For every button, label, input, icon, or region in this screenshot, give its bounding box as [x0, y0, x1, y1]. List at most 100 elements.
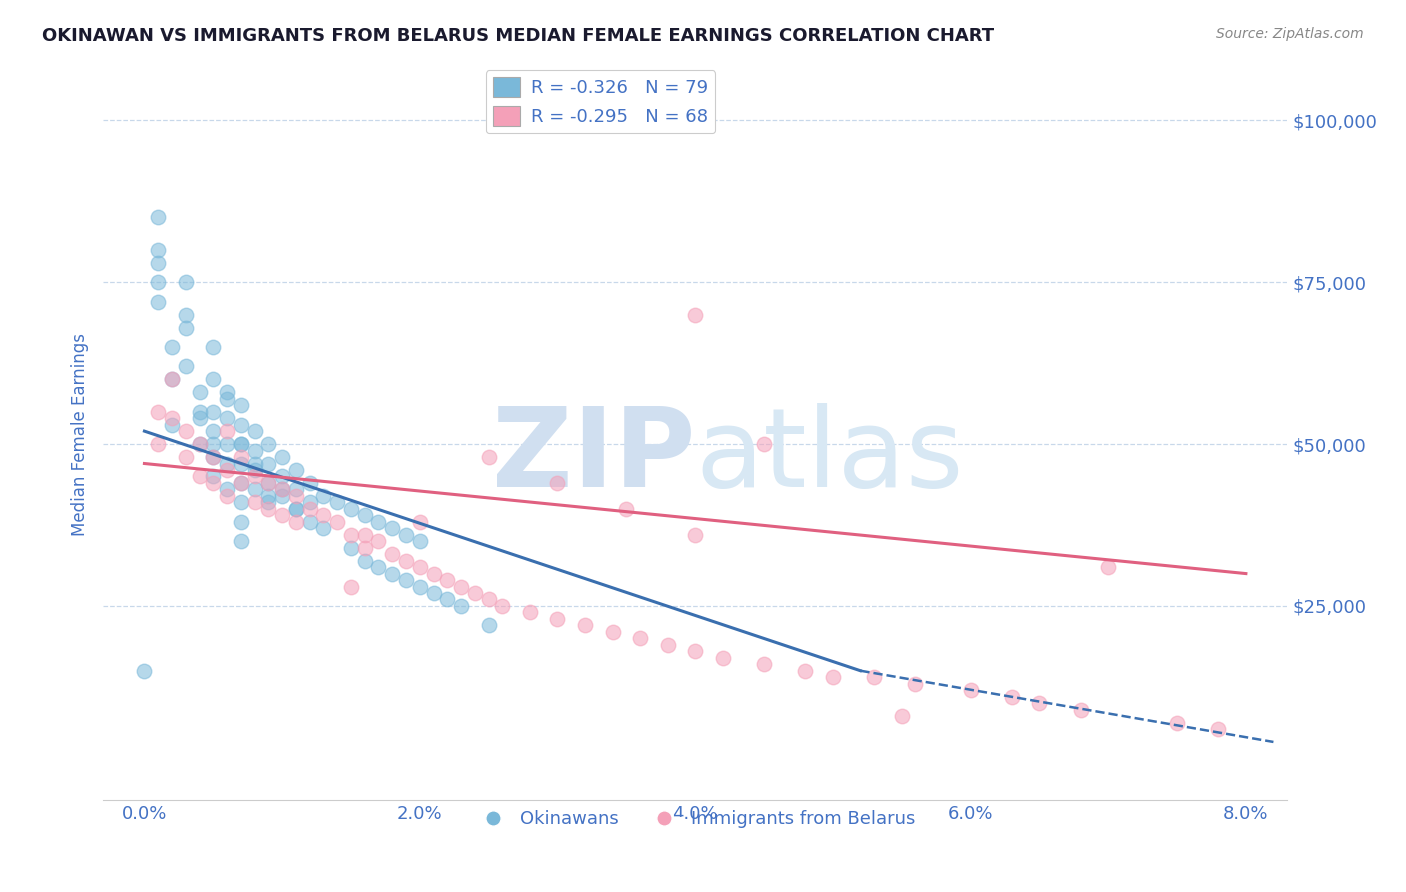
- Point: [229, 534, 252, 549]
- Point: [160, 372, 183, 386]
- Point: [202, 450, 225, 464]
- Point: [271, 450, 294, 464]
- Point: [174, 320, 197, 334]
- Point: [683, 308, 706, 322]
- Point: [409, 534, 432, 549]
- Point: [284, 515, 307, 529]
- Point: [683, 527, 706, 541]
- Point: [148, 405, 170, 419]
- Point: [229, 475, 252, 490]
- Point: [395, 554, 418, 568]
- Point: [547, 612, 569, 626]
- Point: [271, 508, 294, 523]
- Point: [478, 618, 501, 632]
- Point: [381, 566, 404, 581]
- Point: [257, 475, 280, 490]
- Point: [215, 457, 238, 471]
- Point: [229, 437, 252, 451]
- Point: [229, 495, 252, 509]
- Point: [450, 599, 472, 613]
- Text: OKINAWAN VS IMMIGRANTS FROM BELARUS MEDIAN FEMALE EARNINGS CORRELATION CHART: OKINAWAN VS IMMIGRANTS FROM BELARUS MEDI…: [42, 27, 994, 45]
- Point: [353, 527, 375, 541]
- Point: [271, 483, 294, 497]
- Point: [284, 489, 307, 503]
- Point: [202, 424, 225, 438]
- Point: [409, 560, 432, 574]
- Point: [229, 417, 252, 432]
- Point: [1097, 560, 1119, 574]
- Point: [752, 437, 775, 451]
- Point: [478, 592, 501, 607]
- Point: [326, 515, 349, 529]
- Point: [1001, 690, 1024, 704]
- Point: [340, 501, 363, 516]
- Point: [381, 547, 404, 561]
- Point: [148, 437, 170, 451]
- Point: [188, 469, 211, 483]
- Point: [422, 586, 444, 600]
- Point: [174, 359, 197, 374]
- Point: [243, 483, 266, 497]
- Point: [298, 515, 321, 529]
- Point: [257, 437, 280, 451]
- Point: [215, 463, 238, 477]
- Point: [188, 411, 211, 425]
- Point: [188, 437, 211, 451]
- Point: [271, 489, 294, 503]
- Point: [491, 599, 513, 613]
- Point: [340, 541, 363, 555]
- Point: [478, 450, 501, 464]
- Point: [257, 489, 280, 503]
- Point: [1070, 702, 1092, 716]
- Point: [215, 411, 238, 425]
- Point: [229, 450, 252, 464]
- Point: [188, 405, 211, 419]
- Point: [312, 508, 335, 523]
- Point: [395, 573, 418, 587]
- Point: [340, 527, 363, 541]
- Point: [174, 450, 197, 464]
- Point: [188, 437, 211, 451]
- Point: [148, 256, 170, 270]
- Point: [752, 657, 775, 672]
- Point: [312, 489, 335, 503]
- Point: [422, 566, 444, 581]
- Point: [436, 573, 458, 587]
- Point: [148, 294, 170, 309]
- Point: [202, 340, 225, 354]
- Point: [257, 501, 280, 516]
- Point: [202, 372, 225, 386]
- Point: [243, 495, 266, 509]
- Point: [863, 670, 886, 684]
- Point: [215, 392, 238, 406]
- Point: [353, 554, 375, 568]
- Point: [160, 340, 183, 354]
- Point: [215, 437, 238, 451]
- Point: [657, 638, 679, 652]
- Point: [174, 275, 197, 289]
- Point: [284, 483, 307, 497]
- Point: [367, 534, 389, 549]
- Point: [148, 211, 170, 225]
- Point: [271, 469, 294, 483]
- Point: [215, 483, 238, 497]
- Point: [271, 483, 294, 497]
- Text: Source: ZipAtlas.com: Source: ZipAtlas.com: [1216, 27, 1364, 41]
- Point: [1028, 696, 1050, 710]
- Point: [229, 437, 252, 451]
- Point: [284, 501, 307, 516]
- Point: [614, 501, 637, 516]
- Point: [298, 501, 321, 516]
- Point: [602, 624, 624, 639]
- Point: [257, 457, 280, 471]
- Point: [215, 385, 238, 400]
- Point: [257, 495, 280, 509]
- Point: [229, 398, 252, 412]
- Point: [409, 515, 432, 529]
- Point: [1208, 722, 1230, 736]
- Point: [683, 644, 706, 658]
- Point: [202, 450, 225, 464]
- Point: [395, 527, 418, 541]
- Point: [243, 443, 266, 458]
- Point: [326, 495, 349, 509]
